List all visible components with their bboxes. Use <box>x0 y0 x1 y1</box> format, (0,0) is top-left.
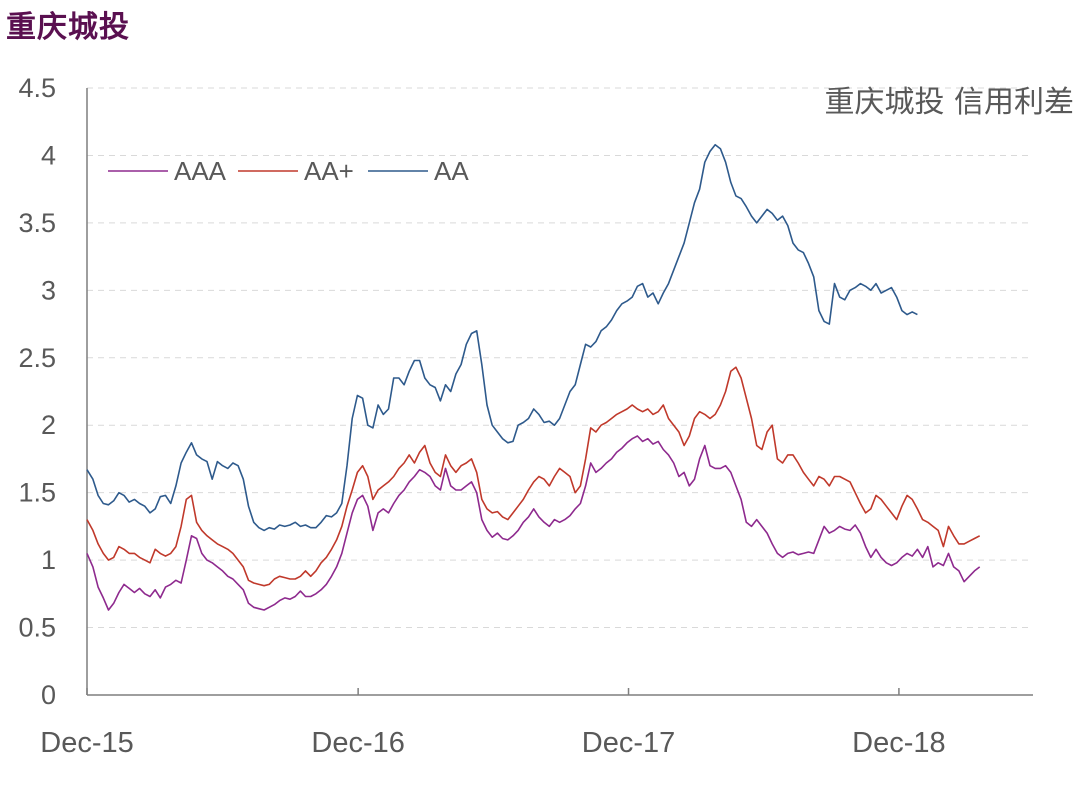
x-tick-label: Dec-16 <box>311 727 405 759</box>
chart-title: 重庆城投 信用利差 <box>824 85 1074 120</box>
y-tick-label: 0 <box>41 680 56 710</box>
y-tick-label: 4.5 <box>18 73 56 103</box>
series-line-aaplus <box>86 366 981 587</box>
series-line-aa <box>86 143 918 532</box>
series-line-aaa <box>86 435 981 611</box>
legend-label: AA <box>434 156 469 186</box>
y-axis-ticks: 0 0.5 1 1.5 2 2.5 3 3.5 4 4.5 <box>18 73 56 710</box>
y-tick-label: 2 <box>41 410 56 440</box>
axes <box>86 88 1033 696</box>
y-tick-label: 1.5 <box>18 478 56 508</box>
y-tick-label: 3 <box>41 275 56 305</box>
legend: AAA AA+ AA <box>108 156 469 186</box>
legend-label: AA+ <box>304 156 354 186</box>
gridlines <box>87 87 1033 629</box>
x-axis-ticks: Dec-15 Dec-16 Dec-17 Dec-18 <box>40 688 946 759</box>
y-tick-label: 3.5 <box>18 208 56 238</box>
y-tick-label: 4 <box>41 140 56 170</box>
x-tick-label: Dec-15 <box>40 727 134 759</box>
legend-label: AAA <box>174 156 227 186</box>
x-tick-label: Dec-17 <box>582 727 676 759</box>
x-tick-label: Dec-18 <box>852 727 946 759</box>
y-tick-label: 0.5 <box>18 613 56 643</box>
series-lines <box>86 143 981 611</box>
y-tick-label: 2.5 <box>18 343 56 373</box>
page-title: 重庆城投 <box>6 10 130 45</box>
y-tick-label: 1 <box>41 545 56 575</box>
